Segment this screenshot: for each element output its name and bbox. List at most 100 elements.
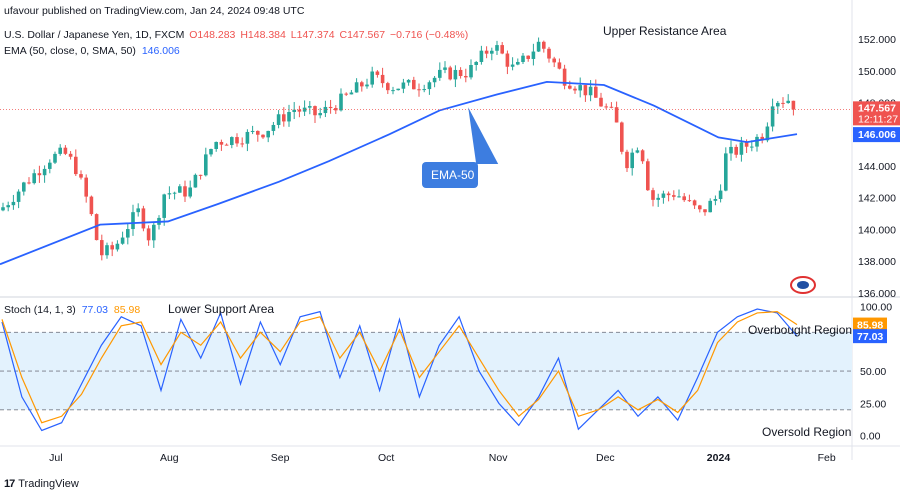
candle-body	[365, 84, 369, 87]
candle-body	[401, 82, 406, 89]
candle-body	[443, 67, 447, 70]
current-price-badge-value: 147.567	[858, 102, 896, 114]
candle-body	[557, 62, 562, 69]
price-axis-tick-label: 150.000	[858, 66, 896, 78]
candle-body	[594, 86, 598, 98]
price-axis-tick-label: 142.000	[858, 193, 896, 205]
candle-body	[640, 150, 645, 162]
candle-body	[48, 162, 52, 169]
symbol-name: U.S. Dollar / Japanese Yen, 1D, FXCM	[4, 29, 185, 41]
candle-body	[542, 41, 546, 49]
ema-50-line	[0, 80, 798, 266]
candle-body	[152, 224, 156, 241]
price-axis-tick-label: 144.000	[858, 161, 896, 173]
flag-icon[interactable]	[790, 276, 816, 294]
candle-body	[484, 50, 489, 54]
candle-body	[744, 142, 749, 147]
tradingview-brand: TradingView	[18, 478, 79, 490]
candle-body	[781, 102, 785, 104]
candle-body	[682, 196, 686, 201]
candle-body	[687, 200, 692, 202]
candle-body	[500, 45, 504, 54]
candle-body	[219, 141, 224, 145]
candle-body	[708, 200, 712, 213]
stoch-d-value: 85.98	[113, 304, 141, 316]
candle-body	[172, 192, 177, 194]
time-axis-tick-label: Jul	[49, 452, 62, 464]
candle-body	[568, 85, 572, 89]
candle-body	[666, 193, 671, 196]
candle-body	[620, 122, 624, 152]
candle-body	[391, 90, 395, 92]
candle-body	[578, 85, 582, 91]
candle-body	[490, 50, 494, 54]
current-price-badge	[853, 101, 900, 126]
candle-body	[479, 50, 484, 62]
candle-body	[453, 69, 458, 80]
candle-body	[458, 69, 463, 77]
candle-body	[750, 146, 754, 148]
candle-body	[100, 240, 104, 256]
candle-body	[776, 102, 780, 107]
candle-body	[141, 208, 146, 229]
time-axis-tick-label: Sep	[271, 452, 290, 464]
time-axis-tick-label: Dec	[596, 452, 615, 464]
candle-body	[6, 205, 10, 208]
candle-body	[635, 150, 640, 153]
candle-body	[63, 147, 68, 154]
candle-body	[417, 89, 421, 91]
candle-body	[464, 76, 468, 78]
candle-body	[271, 124, 276, 131]
stoch-d-badge	[853, 317, 887, 332]
ema-callout-box	[422, 162, 478, 188]
candle-body	[334, 108, 338, 111]
publish-info: ufavour published on TradingView.com, Ja…	[4, 5, 305, 17]
ema-legend-value: 146.006	[141, 45, 180, 57]
ema-callout-label: EMA-50	[431, 168, 475, 182]
candle-body	[729, 146, 733, 154]
candle-body	[131, 212, 135, 230]
tradingview-logo[interactable]: 17 TradingView	[4, 478, 79, 490]
tradingview-logo-icon: 17	[4, 478, 15, 490]
ema-callout-pointer	[468, 107, 499, 164]
candle-body	[448, 67, 452, 80]
candle-body	[755, 136, 759, 147]
candle-body	[240, 143, 244, 145]
price-axis-tick-label: 152.000	[858, 34, 896, 46]
candle-body	[266, 130, 270, 138]
candle-body	[516, 61, 520, 65]
candle-body	[22, 182, 26, 192]
candle-body	[651, 190, 655, 200]
candle-body	[609, 106, 614, 108]
ema-legend-label: EMA (50, close, 0, SMA, 50)	[4, 45, 136, 57]
stoch-axis-tick-label: 25.00	[860, 398, 886, 410]
candle-body	[526, 55, 530, 59]
candle-body	[349, 92, 354, 95]
candle-body	[162, 194, 166, 218]
time-axis-tick-label: 2024	[707, 452, 731, 464]
candle-body	[68, 153, 73, 157]
lower-support-label: Lower Support Area	[168, 302, 275, 316]
candle-body	[656, 197, 660, 200]
oversold-label: Oversold Region	[762, 425, 852, 439]
candle-body	[646, 161, 650, 191]
candle-body	[120, 237, 125, 244]
stoch-axis-tick-label: 0.00	[860, 431, 881, 443]
candle-body	[256, 130, 260, 135]
candle-body	[188, 187, 192, 197]
candle-body	[614, 107, 619, 123]
candle-body	[308, 106, 312, 108]
time-axis-tick-label: Aug	[160, 452, 179, 464]
candle-body	[552, 58, 556, 63]
candle-body	[110, 245, 114, 250]
candle-body	[521, 55, 525, 62]
symbol-legend: U.S. Dollar / Japanese Yen, 1D, FXCM O14…	[4, 29, 470, 41]
stoch-legend: Stoch (14, 1, 3) 77.03 85.98	[4, 304, 140, 316]
candle-body	[630, 152, 634, 169]
ohlc-close: C147.567	[339, 29, 386, 41]
candle-body	[718, 190, 723, 200]
candle-body	[427, 82, 432, 90]
candle-body	[422, 89, 426, 91]
candle-body	[692, 200, 697, 206]
